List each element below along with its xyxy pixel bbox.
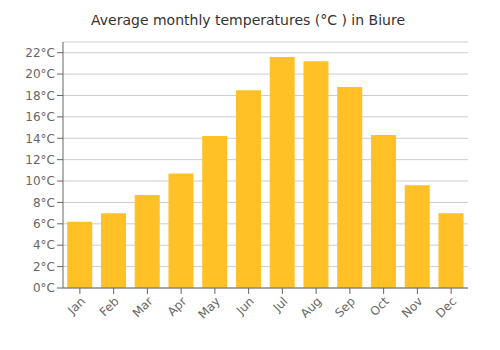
svg-text:22°C: 22°C <box>25 46 55 60</box>
svg-text:Nov: Nov <box>399 294 425 320</box>
svg-text:18°C: 18°C <box>25 89 55 103</box>
html-text:Average monthly temperatures (: Average monthly temperatures (°C ) in Bi… <box>91 12 405 28</box>
svg-text:Jan: Jan <box>64 294 88 318</box>
svg-text:Jun: Jun <box>233 294 257 318</box>
svg-text:May: May <box>196 294 223 321</box>
svg-text:12°C: 12°C <box>25 153 55 167</box>
svg-text:0°C: 0°C <box>33 281 55 295</box>
svg-text:Oct: Oct <box>367 294 392 319</box>
svg-text:Mar: Mar <box>130 294 156 320</box>
svg-text:Aug: Aug <box>298 294 324 320</box>
svg-text:Jul: Jul <box>270 294 291 315</box>
svg-text:Feb: Feb <box>97 294 122 319</box>
svg-text:10°C: 10°C <box>25 174 55 188</box>
svg-text:14°C: 14°C <box>25 132 55 146</box>
svg-text:20°C: 20°C <box>25 67 55 81</box>
svg-text:Sep: Sep <box>332 294 358 320</box>
svg-text:8°C: 8°C <box>33 196 55 210</box>
svg-text:16°C: 16°C <box>25 110 55 124</box>
svg-text:2°C: 2°C <box>33 260 55 274</box>
svg-text:Dec: Dec <box>433 294 459 320</box>
svg-text:6°C: 6°C <box>33 217 55 231</box>
svg-text:Apr: Apr <box>165 294 190 319</box>
svg-text:4°C: 4°C <box>33 238 55 252</box>
